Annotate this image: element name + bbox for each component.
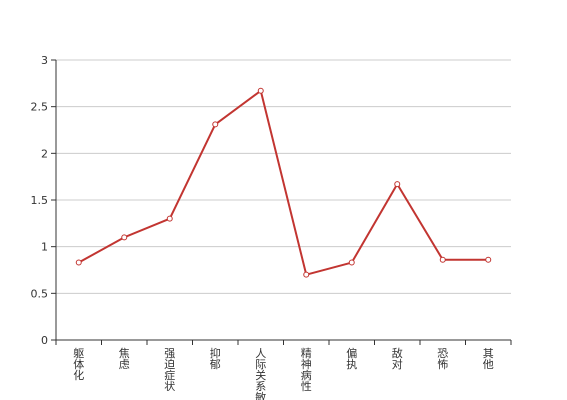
x-category-label: 偏执 — [346, 346, 357, 371]
x-category-label: 人际关系敏感 — [255, 347, 266, 400]
data-point — [212, 121, 219, 128]
data-point — [394, 181, 401, 188]
x-category-label: 敌对 — [392, 346, 403, 371]
x-category-label: 精神病性 — [301, 347, 312, 393]
x-category-label: 恐怖 — [437, 347, 448, 371]
x-category-label: 强迫症状 — [164, 347, 175, 393]
y-tick-label: 2.5 — [31, 101, 49, 114]
series-line — [78, 89, 489, 276]
data-point — [257, 87, 264, 94]
data-point — [348, 259, 355, 266]
data-point — [439, 256, 446, 263]
series-layer — [75, 87, 492, 278]
x-axis: 躯体化 焦虑 强迫症状 抑郁 人际关系敏感 精神病性 偏执 敌对 恐怖 其他 — [55, 339, 512, 400]
data-point — [303, 271, 310, 278]
y-tick-label: 3 — [41, 54, 48, 67]
y-axis: 0 0.5 1 1.5 2 2.5 3 — [31, 54, 57, 347]
y-tick-label: 1 — [41, 241, 48, 254]
data-point — [121, 234, 128, 241]
x-category-label: 焦虑 — [119, 347, 130, 371]
y-tick-label: 0.5 — [31, 287, 49, 300]
data-point — [166, 215, 173, 222]
y-tick-label: 0 — [41, 334, 48, 347]
x-category-label: 躯体化 — [73, 347, 84, 382]
data-point — [75, 259, 82, 266]
x-category-label: 其他 — [483, 347, 494, 371]
y-tick-label: 2 — [41, 147, 48, 160]
x-category-label: 抑郁 — [210, 346, 221, 371]
y-tick-label: 1.5 — [31, 194, 49, 207]
data-point — [485, 256, 492, 263]
grid-lines — [56, 59, 511, 294]
